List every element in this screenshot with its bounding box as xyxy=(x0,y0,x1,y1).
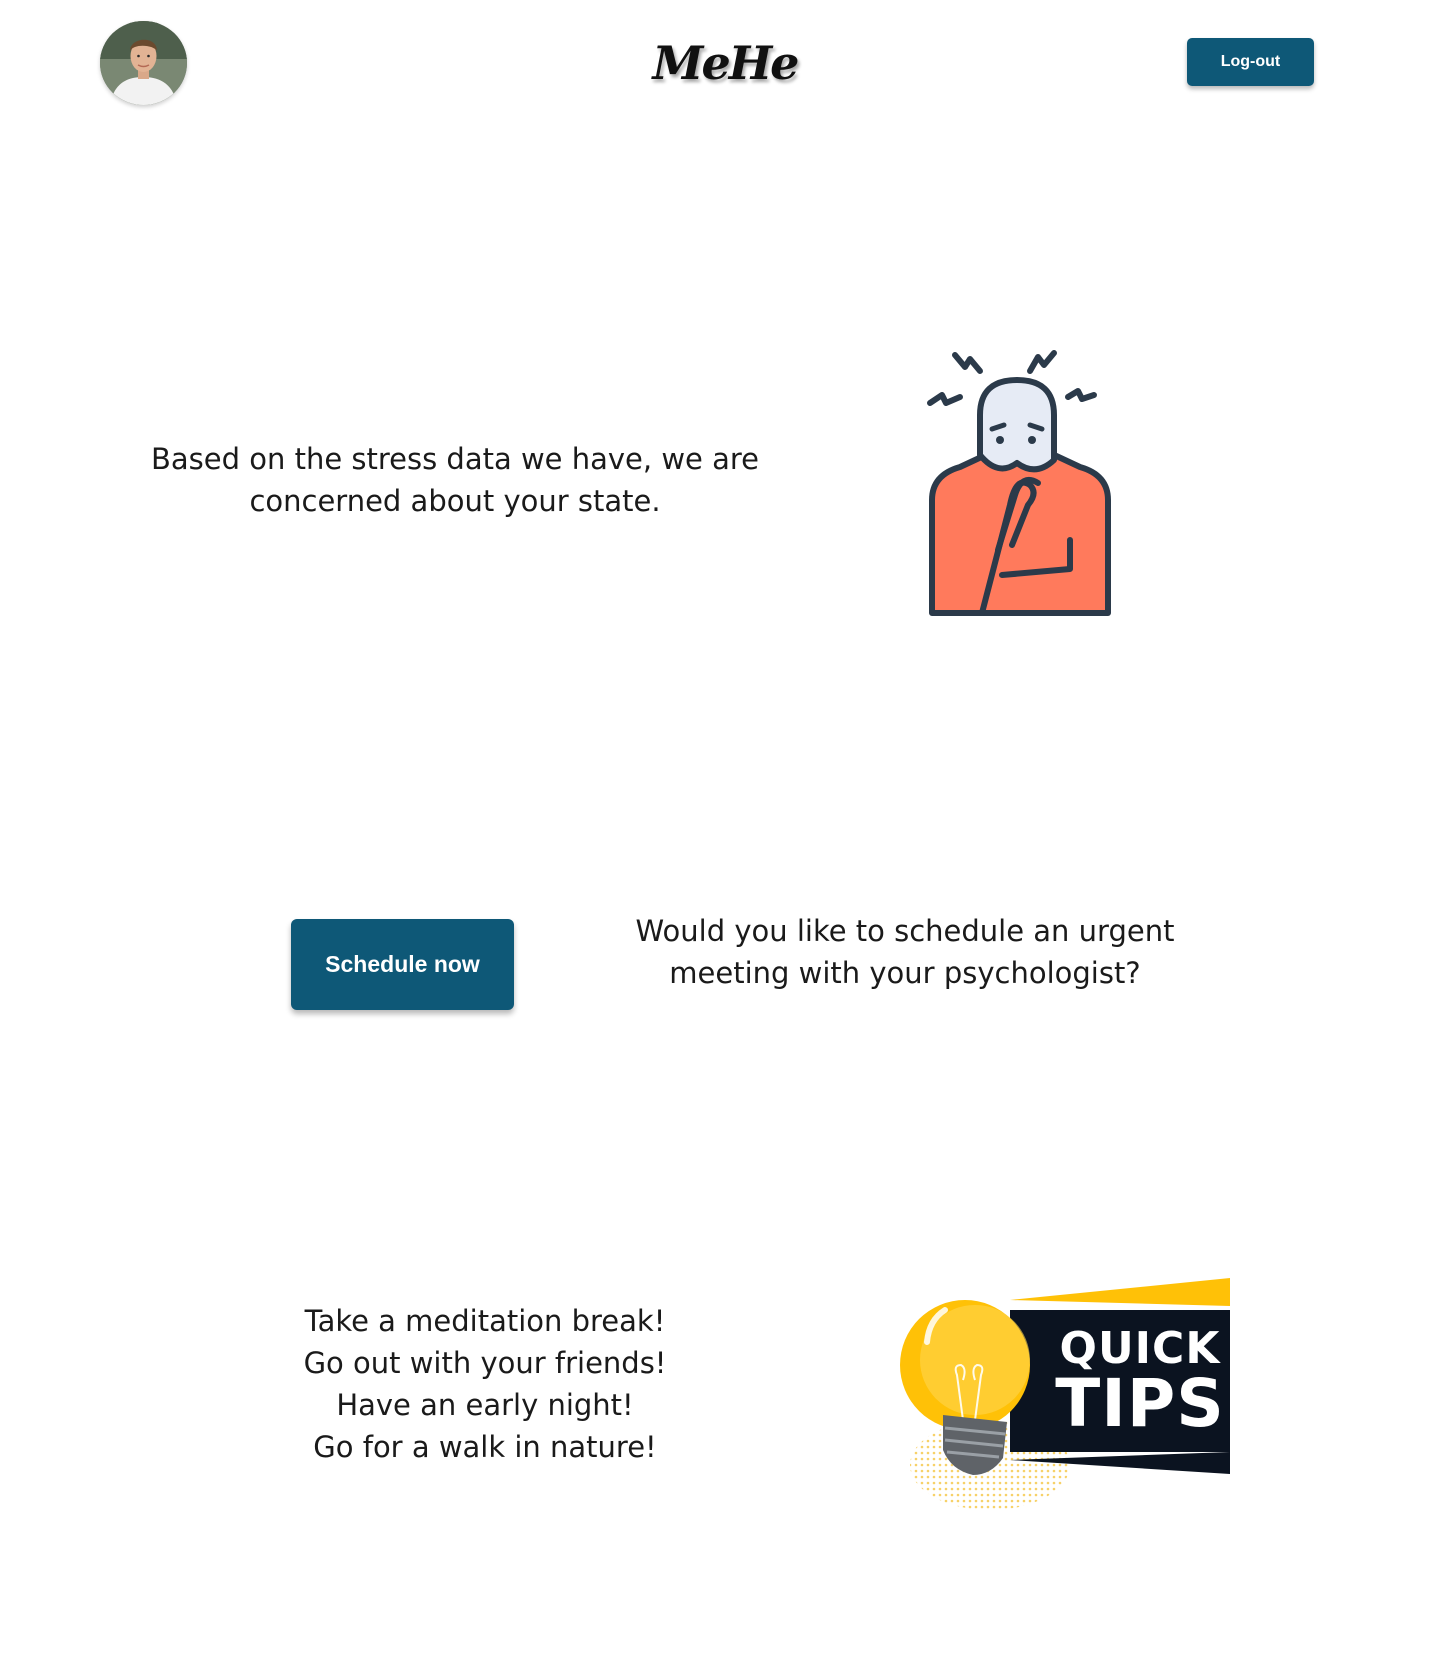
schedule-question: Would you like to schedule an urgent mee… xyxy=(635,914,1175,990)
avatar[interactable] xyxy=(100,21,187,105)
logout-button[interactable]: Log-out xyxy=(1187,38,1314,86)
concern-message: Based on the stress data we have, we are… xyxy=(150,442,760,518)
stressed-person-icon xyxy=(920,345,1120,620)
tip-item: Have an early night! xyxy=(336,1388,634,1422)
quick-tips-line2: TIPS xyxy=(1055,1365,1225,1442)
user-avatar-icon xyxy=(100,21,187,105)
lightbulb-icon xyxy=(900,1278,1230,1510)
tip-item: Go out with your friends! xyxy=(303,1346,667,1380)
quick-tips-line1: QUICK xyxy=(1059,1323,1221,1374)
tips-list: Take a meditation break! Go out with you… xyxy=(230,1300,740,1468)
tip-item: Take a meditation break! xyxy=(304,1304,666,1338)
app-logo[interactable]: MeHe xyxy=(652,36,800,90)
tip-item: Go for a walk in nature! xyxy=(313,1430,657,1464)
quick-tips-badge: QUICK TIPS xyxy=(895,1270,1240,1520)
quick-tips-title: QUICK TIPS xyxy=(1045,1323,1235,1442)
header: MeHe Log-out xyxy=(0,0,1440,120)
schedule-now-button[interactable]: Schedule now xyxy=(291,919,514,1010)
